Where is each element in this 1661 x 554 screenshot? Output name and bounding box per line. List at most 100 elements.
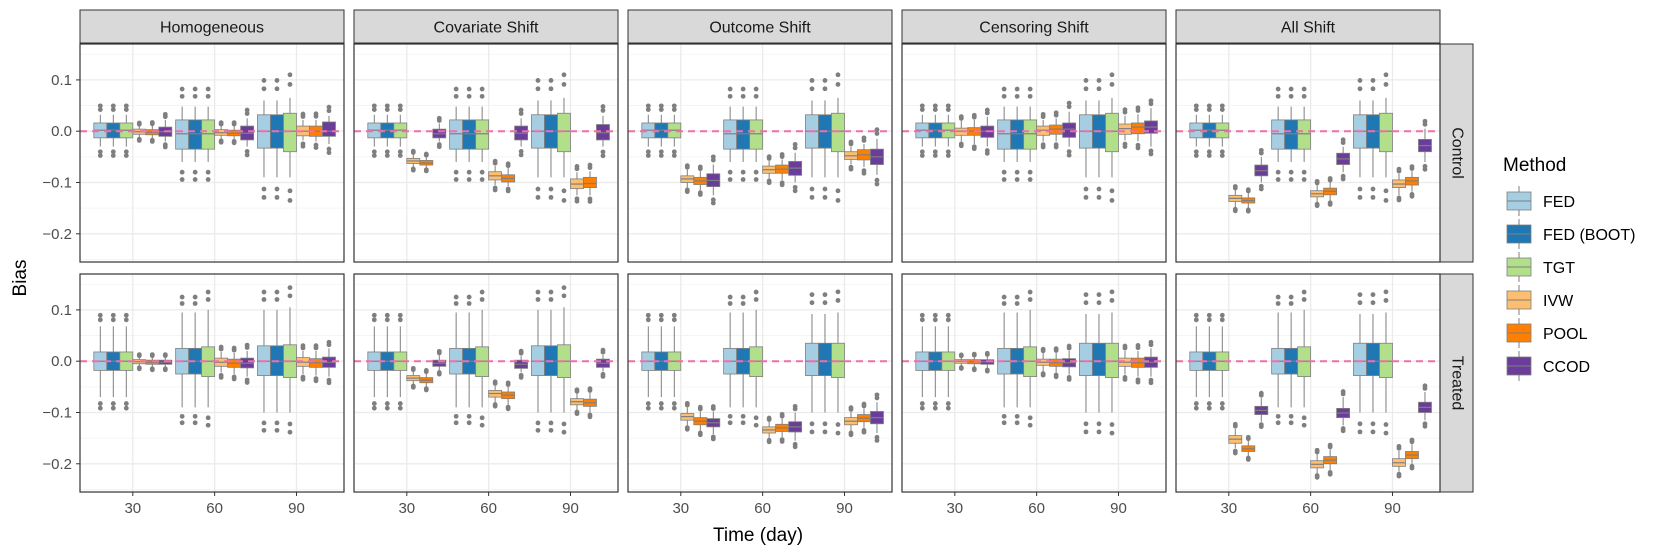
outlier-point (436, 371, 442, 377)
outlier-point (1122, 144, 1128, 149)
outlier-point (645, 317, 651, 323)
outlier-point (397, 103, 403, 109)
box-ivw-t60 (762, 154, 777, 186)
outlier-point (1206, 103, 1212, 109)
box-tgt-t30 (941, 103, 956, 158)
outlier-point (740, 169, 746, 175)
outlier-point (410, 365, 416, 371)
x-tick-label: 30 (672, 500, 689, 517)
outlier-point (1001, 294, 1007, 300)
outlier-point (1066, 152, 1072, 158)
box-ivw-t60 (214, 344, 229, 380)
box-ivw-t90 (570, 163, 584, 204)
outlier-point (162, 352, 168, 358)
axes-layer: −0.2 −0.1 0.0 0.1 −0.2 −0.1 0.0 0.1 30 60 90 30 60 90… (10, 72, 1401, 546)
outlier-point (205, 177, 211, 182)
outlier-point (984, 150, 990, 156)
outlier-point (1193, 103, 1199, 109)
outlier-point (809, 300, 815, 306)
outlier-point (313, 145, 319, 151)
outlier-point (600, 149, 606, 155)
box-ccod-t90 (870, 127, 884, 187)
box-body (201, 119, 216, 150)
outlier-point (1340, 176, 1346, 182)
box-body (283, 112, 297, 153)
outlier-point (326, 339, 332, 345)
outlier-point (958, 352, 964, 358)
outlier-point (479, 169, 485, 175)
outlier-point (684, 163, 690, 169)
outlier-point (179, 86, 185, 92)
box-fed-boot--t30 (380, 103, 395, 158)
outlier-point (1206, 153, 1212, 158)
box-ivw-t90 (1392, 166, 1406, 203)
outlier-point (1370, 292, 1376, 298)
outlier-point (574, 198, 580, 204)
outlier-point (645, 153, 651, 158)
outlier-point (600, 373, 606, 379)
outlier-point (809, 186, 815, 192)
box-ccod-t30 (432, 348, 447, 377)
outlier-point (466, 420, 472, 426)
outlier-point (123, 401, 129, 406)
outlier-point (1193, 153, 1199, 158)
outlier-point (261, 78, 267, 83)
box-ccod-t90 (1144, 98, 1158, 157)
box-ivw-t30 (406, 365, 421, 390)
outlier-point (958, 114, 964, 120)
y-tick-label: 0.0 (51, 123, 72, 140)
outlier-point (192, 93, 198, 99)
row-strip-1: Treated (1439, 273, 1474, 493)
outlier-point (1219, 405, 1225, 411)
outlier-point (945, 103, 951, 109)
outlier-point (384, 317, 390, 323)
outlier-point (453, 177, 459, 182)
outlier-point (274, 194, 280, 200)
column-strip-label: Censoring Shift (979, 20, 1089, 37)
outlier-point (1357, 78, 1363, 83)
outlier-point (697, 432, 703, 438)
outlier-point (561, 293, 567, 299)
row-strip-label: Control (1448, 127, 1465, 179)
outlier-point (861, 401, 867, 407)
outlier-point (919, 317, 925, 323)
outlier-point (1258, 424, 1264, 430)
box-tgt-t90 (1379, 72, 1393, 203)
box-body (557, 112, 571, 153)
outlier-point (397, 317, 403, 323)
outlier-point (1109, 72, 1115, 78)
outlier-point (548, 194, 554, 200)
outlier-point (423, 168, 429, 174)
outlier-point (97, 103, 103, 109)
box-tgt-t30 (941, 312, 956, 411)
outlier-point (1327, 471, 1333, 477)
outlier-point (1232, 208, 1238, 214)
outlier-point (371, 103, 377, 109)
outlier-point (505, 406, 511, 412)
outlier-point (1288, 301, 1294, 306)
box-body (1284, 119, 1299, 150)
outlier-point (1109, 81, 1115, 87)
outlier-point (1258, 390, 1264, 396)
outlier-point (535, 420, 541, 426)
panel-border (79, 43, 345, 263)
y-tick-label: 0.1 (51, 302, 72, 319)
outlier-point (548, 78, 554, 83)
box-tgt-t60 (475, 289, 490, 428)
outlier-point (1135, 379, 1141, 385)
box-ccod-t30 (1254, 147, 1269, 192)
outlier-point (1301, 297, 1307, 302)
outlier-point (274, 420, 280, 426)
x-tick-label: 60 (206, 500, 223, 517)
outlier-point (835, 430, 841, 436)
outlier-point (561, 81, 567, 87)
outlier-point (110, 401, 116, 406)
outlier-point (1027, 422, 1033, 428)
box-tgt-t60 (1023, 86, 1038, 182)
outlier-point (766, 180, 772, 186)
outlier-point (874, 437, 880, 443)
box-pool-t30 (145, 120, 160, 144)
box-ccod-t30 (706, 404, 721, 442)
outlier-point (861, 170, 867, 176)
outlier-point (326, 108, 332, 114)
